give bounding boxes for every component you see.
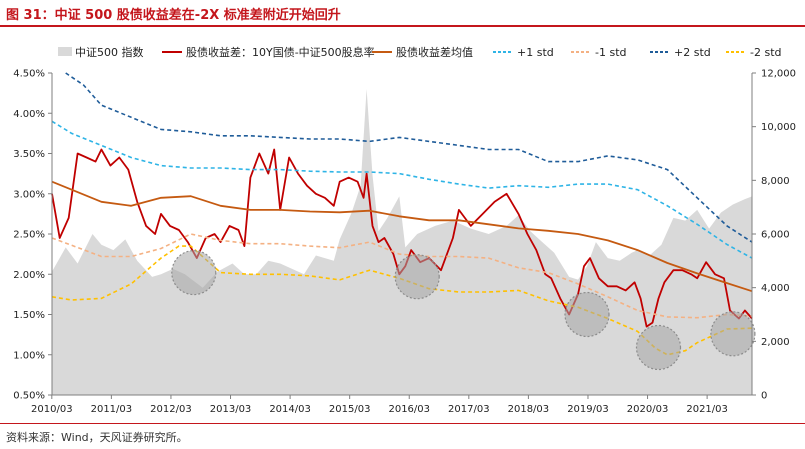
- legend-label: 股债收益差均值: [396, 45, 473, 59]
- y-left-tick-label: 4.50%: [13, 69, 45, 80]
- legend-label: +2 std: [674, 46, 711, 59]
- axes: 2010/03 2011/03 2012/03 2013/03 2014/03 2015/…: [13, 69, 796, 416]
- y-left-tick-label: 2.00%: [13, 270, 45, 281]
- legend-label: 股债收益差：10Y国债-中证500股息率: [186, 45, 375, 59]
- x-tick-label: 2020/03: [627, 404, 669, 415]
- highlight-circle-4: [635, 324, 682, 371]
- highlight-circle-3: [564, 291, 610, 338]
- legend-label: +1 std: [517, 46, 554, 59]
- y-right-tick-label: 10,000: [761, 122, 796, 133]
- x-tick-label: 2012/03: [150, 404, 192, 415]
- y-left-tick-label: 2.50%: [13, 230, 45, 241]
- source-rule: [0, 423, 805, 424]
- legend-label: 中证500 指数: [75, 45, 144, 59]
- legend: 中证500 指数 股债收益差：10Y国债-中证500股息率 股债收益差均值 +1 st…: [58, 45, 782, 59]
- y-left-tick-label: 1.00%: [13, 350, 45, 361]
- x-tick-label: 2021/03: [686, 404, 728, 415]
- x-tick-label: 2010/03: [31, 404, 73, 415]
- y-right-tick-label: 2,000: [761, 337, 790, 348]
- highlight-circle-5: [710, 311, 756, 357]
- legend-swatch-index: [58, 47, 72, 56]
- minus1-std-line: [51, 233, 753, 319]
- spread-line: [51, 148, 753, 328]
- y-right-tick-label: 4,000: [761, 283, 790, 294]
- x-tick-label: 2014/03: [269, 404, 311, 415]
- y-left-tick-label: 0.50%: [13, 391, 45, 402]
- legend-label: -2 std: [750, 46, 782, 59]
- y-left-tick-label: 3.00%: [13, 189, 45, 200]
- title-rule: [0, 25, 805, 27]
- x-tick-label: 2019/03: [567, 404, 609, 415]
- x-tick-label: 2017/03: [448, 404, 490, 415]
- plus1-std-line: [51, 120, 753, 259]
- y-left-tick-label: 1.50%: [13, 310, 45, 321]
- x-tick-label: 2016/03: [388, 404, 430, 415]
- mean-line: [51, 180, 753, 293]
- x-tick-label: 2013/03: [210, 404, 252, 415]
- y-left-tick-label: 3.50%: [13, 149, 45, 160]
- highlight-circle-1: [171, 250, 217, 296]
- y-right-tick-label: 8,000: [761, 176, 790, 187]
- x-tick-label: 2011/03: [91, 404, 133, 415]
- highlight-circle-2: [394, 254, 440, 300]
- x-tick-label: 2018/03: [508, 404, 550, 415]
- y-right-tick-label: 0: [761, 391, 767, 402]
- y-left-tick-label: 4.00%: [13, 109, 45, 120]
- y-right-tick-label: 12,000: [761, 69, 796, 80]
- y-right-tick-label: 6,000: [761, 230, 790, 241]
- legend-label: -1 std: [595, 46, 627, 59]
- x-tick-label: 2015/03: [329, 404, 371, 415]
- plot-area: [51, 72, 756, 395]
- plus2-std-line: [65, 72, 753, 243]
- source-note: 资料来源：Wind，天风证券研究所。: [6, 431, 188, 444]
- figure-title: 图 31：中证 500 股债收益差在-2X 标准差附近开始回升: [6, 8, 341, 23]
